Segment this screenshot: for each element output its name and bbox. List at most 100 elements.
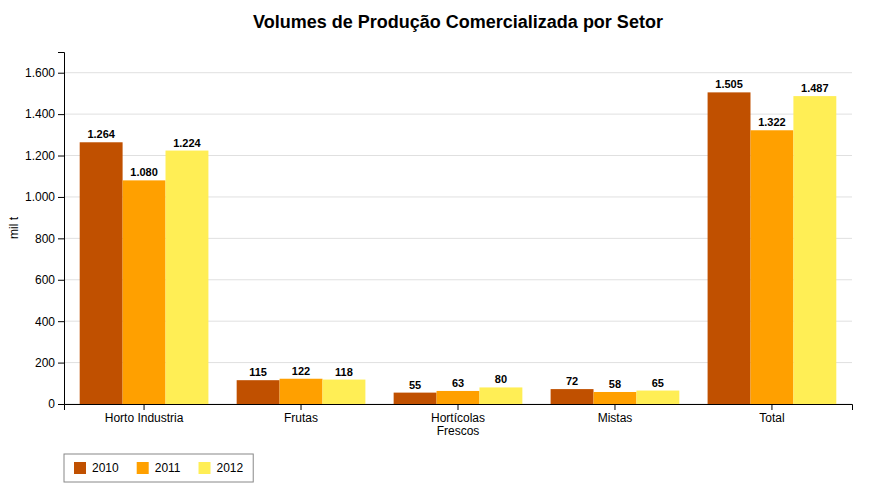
axis-line xyxy=(58,53,65,405)
tick-label: 1.600 xyxy=(25,66,55,80)
title: Volumes de Produção Comercializada por S… xyxy=(253,12,663,32)
y-axis: 0 200 400 600 800 1.000 1.200 1.400 1.600 xyxy=(25,53,65,412)
tick-mark xyxy=(58,321,64,322)
tick-mark xyxy=(58,73,64,74)
data-labels: 1.264 115 55 72 1.505 1.080 122 63 58 1.322 1.224 1… xyxy=(87,78,828,390)
tick: Horto Industria xyxy=(105,404,184,425)
tick-mark xyxy=(458,404,459,410)
data-label: 1.264 xyxy=(87,128,115,140)
bar xyxy=(280,379,323,404)
tick-label-line: Horto Industria xyxy=(105,411,184,425)
data-label: 1.322 xyxy=(758,116,786,128)
data-label: 1.487 xyxy=(801,82,829,94)
tick: 600 xyxy=(35,273,64,287)
data-label: 55 xyxy=(409,379,421,391)
tick-label-line: Total xyxy=(759,411,784,425)
data-label: 72 xyxy=(566,375,578,387)
legend-label: 2012 xyxy=(217,461,244,475)
tick-label: HortícolasFrescos xyxy=(431,411,485,439)
bar xyxy=(166,151,209,404)
tick: 400 xyxy=(35,315,64,329)
bar xyxy=(322,380,365,404)
bar xyxy=(80,142,123,404)
tick-label: 1.200 xyxy=(25,149,55,163)
tick-mark xyxy=(58,197,64,198)
legend-item: 2011 xyxy=(137,461,181,475)
tick-label: 1.000 xyxy=(25,190,55,204)
bar xyxy=(479,387,522,404)
tick-label-line: Frescos xyxy=(437,424,480,438)
tick-mark xyxy=(58,280,64,281)
tick-mark xyxy=(58,404,64,405)
tick-label-line: Hortícolas xyxy=(431,411,485,425)
tick-mark xyxy=(58,114,64,115)
bar xyxy=(750,130,793,404)
legend-swatch xyxy=(74,462,86,474)
bar xyxy=(793,96,836,404)
tick-mark xyxy=(58,363,64,364)
tick: 200 xyxy=(35,356,64,370)
tick-label: Total xyxy=(759,411,784,425)
data-label: 118 xyxy=(335,366,353,378)
data-label: 1.224 xyxy=(173,137,201,149)
plot: 1.264 115 55 72 1.505 1.080 122 63 58 1.322 1.224 1… xyxy=(25,53,853,439)
tick-label: 400 xyxy=(35,315,55,329)
tick: Mistas xyxy=(598,404,633,425)
data-label: 1.505 xyxy=(715,78,743,90)
legend-swatch xyxy=(137,462,149,474)
bars xyxy=(80,92,837,404)
tick-label-line: Frutas xyxy=(284,411,318,425)
tick-label: 200 xyxy=(35,356,55,370)
legend-box xyxy=(64,454,253,482)
bar xyxy=(237,380,280,404)
chart: 1.264 115 55 72 1.505 1.080 122 63 58 1.322 1.224 1… xyxy=(0,0,872,496)
axis-line xyxy=(65,405,853,411)
data-label: 58 xyxy=(609,378,621,390)
legend-swatch xyxy=(199,462,211,474)
tick: HortícolasFrescos xyxy=(431,404,485,438)
data-label: 122 xyxy=(292,365,310,377)
bar xyxy=(123,180,166,404)
tick-mark xyxy=(301,404,302,410)
grid xyxy=(64,73,852,404)
legend-label: 2010 xyxy=(92,461,119,475)
data-label: 63 xyxy=(452,377,464,389)
bar xyxy=(636,391,679,404)
tick-mark xyxy=(771,404,772,410)
bar xyxy=(708,92,751,404)
tick: 0 xyxy=(48,397,64,411)
bar xyxy=(551,389,594,404)
data-label: 1.080 xyxy=(130,166,158,178)
data-label: 115 xyxy=(249,366,267,378)
tick: 1.000 xyxy=(25,190,64,204)
tick-label-line: Mistas xyxy=(598,411,633,425)
legend-label: 2011 xyxy=(155,461,181,475)
tick-mark xyxy=(144,404,145,410)
tick-label: Mistas xyxy=(598,411,633,425)
x-axis: Horto Industria Frutas HortícolasFrescos Mi… xyxy=(65,404,853,438)
bar xyxy=(437,391,480,404)
axis-title: mil t xyxy=(7,216,21,239)
tick: 800 xyxy=(35,232,64,246)
tick-mark xyxy=(58,156,64,157)
legend-item: 2010 xyxy=(74,461,119,475)
tick: 1.400 xyxy=(25,107,64,121)
tick-label: Frutas xyxy=(284,411,318,425)
data-label: 65 xyxy=(652,377,664,389)
tick-mark xyxy=(614,404,615,410)
tick: Frutas xyxy=(284,404,318,425)
tick-label: 600 xyxy=(35,273,55,287)
tick-label: 0 xyxy=(48,397,55,411)
tick: 1.200 xyxy=(25,149,64,163)
tick-label: Horto Industria xyxy=(105,411,184,425)
bar xyxy=(394,393,437,404)
legend-item: 2012 xyxy=(199,461,244,475)
data-label: 80 xyxy=(495,373,507,385)
tick-mark xyxy=(58,238,64,239)
tick: Total xyxy=(759,404,784,425)
grid-line xyxy=(64,72,852,73)
tick-label: 1.400 xyxy=(25,107,55,121)
bar xyxy=(594,392,637,404)
legend: 2010 2011 2012 xyxy=(64,454,253,482)
tick: 1.600 xyxy=(25,66,64,80)
